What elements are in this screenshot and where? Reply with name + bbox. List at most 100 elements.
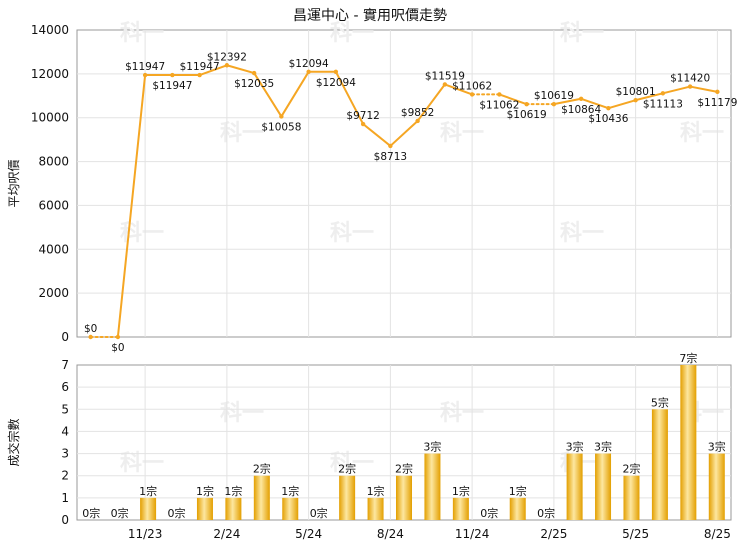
price-point xyxy=(578,96,584,101)
price-point xyxy=(551,101,557,107)
transaction-bar-label: 1宗 xyxy=(452,484,470,498)
price-point xyxy=(469,92,475,97)
transaction-bar-label: 0宗 xyxy=(168,506,186,520)
price-line-segment xyxy=(253,72,283,118)
price-y-tick-label: 6000 xyxy=(38,198,69,212)
price-data-label: $12094 xyxy=(289,58,329,70)
price-point xyxy=(524,101,529,107)
transaction-bar xyxy=(196,497,213,520)
transaction-bar xyxy=(140,497,157,520)
price-line-segment xyxy=(552,97,583,106)
transaction-bar-label: 0宗 xyxy=(82,506,100,520)
price-y-tick-label: 14000 xyxy=(31,23,69,37)
price-y-axis-label: 平均呎價 xyxy=(7,159,21,207)
transaction-bar xyxy=(651,409,668,520)
price-y-tick-label: 4000 xyxy=(38,242,69,256)
price-line-segment xyxy=(280,70,310,118)
price-plot-frame xyxy=(76,29,732,338)
price-data-label: $10864 xyxy=(561,104,601,116)
transaction-bar-label: 0宗 xyxy=(480,506,498,520)
transactions-y-tick-label: 1 xyxy=(61,491,69,505)
price-data-label: $9712 xyxy=(346,110,379,122)
price-point xyxy=(197,72,202,78)
watermark-text: 科一 xyxy=(330,21,374,46)
price-data-label: $10436 xyxy=(588,113,628,125)
price-data-label: $11947 xyxy=(125,61,165,73)
price-data-label: $11062 xyxy=(479,99,519,111)
transactions-panel: 科一科一科一科一科一科一0123456711/232/245/248/2411/… xyxy=(6,351,732,541)
transaction-bar xyxy=(708,453,725,520)
transaction-bar xyxy=(225,497,242,520)
transaction-bar xyxy=(396,475,412,520)
watermark-text: 科一 xyxy=(330,221,374,246)
transaction-bar-label: 0宗 xyxy=(111,506,129,520)
transaction-bar-label: 3宗 xyxy=(708,440,726,454)
transaction-bar xyxy=(623,475,640,520)
price-point xyxy=(415,118,420,124)
price-data-label: $8713 xyxy=(374,151,407,163)
price-point xyxy=(497,92,502,97)
price-data-label: $10619 xyxy=(534,90,574,102)
transaction-bar xyxy=(452,497,469,520)
watermark-text: 科一 xyxy=(680,121,724,146)
price-line-segment xyxy=(389,119,419,147)
price-data-label: $11420 xyxy=(670,73,710,85)
transactions-y-tick-label: 4 xyxy=(61,424,69,438)
price-line-segment xyxy=(334,70,365,126)
price-line-segment xyxy=(225,64,256,75)
price-line-segment xyxy=(607,99,637,110)
transaction-bar xyxy=(253,475,270,520)
x-tick-label: 5/25 xyxy=(622,527,649,541)
price-point xyxy=(115,334,121,340)
transactions-y-tick-label: 5 xyxy=(61,402,69,416)
watermark-text: 科一 xyxy=(120,21,164,46)
transaction-bar-label: 2宗 xyxy=(253,462,271,476)
price-y-tick-label: 2000 xyxy=(38,286,69,300)
watermark-text: 科一 xyxy=(440,401,484,426)
watermark-text: 科一 xyxy=(120,221,164,246)
watermark-text: 科一 xyxy=(560,21,604,46)
price-y-tick-label: 8000 xyxy=(38,155,69,169)
transaction-bar xyxy=(566,453,583,520)
price-data-label: $11947 xyxy=(180,61,220,73)
price-point xyxy=(279,114,284,119)
transaction-bar-label: 0宗 xyxy=(310,506,328,520)
price-data-label: $9852 xyxy=(401,107,434,119)
transaction-bar xyxy=(339,475,356,520)
price-data-label: $0 xyxy=(84,323,97,335)
x-tick-label: 8/25 xyxy=(704,527,731,541)
watermark-text: 科一 xyxy=(440,121,484,146)
price-data-label: $12035 xyxy=(234,78,274,90)
price-point xyxy=(388,143,393,149)
transaction-bar-label: 2宗 xyxy=(338,462,356,476)
price-line-segment xyxy=(634,92,664,102)
price-data-label: $11519 xyxy=(425,70,465,82)
transaction-bar-label: 2宗 xyxy=(395,462,413,476)
transaction-bar-label: 3宗 xyxy=(423,440,441,454)
transactions-y-axis-label: 成交宗數 xyxy=(6,418,21,466)
transaction-bar-label: 1宗 xyxy=(139,484,157,498)
price-point xyxy=(224,63,230,68)
price-line-segment xyxy=(198,64,228,77)
price-point xyxy=(306,69,311,74)
price-data-label: $11947 xyxy=(152,80,192,92)
price-point xyxy=(715,89,720,95)
price-data-label: $0 xyxy=(111,342,124,354)
watermark-text: 科一 xyxy=(120,451,164,476)
transaction-bar xyxy=(680,365,697,520)
transaction-bar xyxy=(282,497,299,520)
price-y-tick-label: 0 xyxy=(61,330,69,344)
price-point xyxy=(251,70,257,76)
transaction-bar-label: 1宗 xyxy=(196,484,214,498)
price-point xyxy=(660,91,666,96)
x-tick-label: 11/24 xyxy=(455,527,490,541)
price-data-label: $10801 xyxy=(616,86,656,98)
transaction-bar-label: 1宗 xyxy=(509,484,527,498)
price-y-tick-label: 10000 xyxy=(31,111,69,125)
price-point xyxy=(606,105,611,111)
x-tick-label: 2/24 xyxy=(213,527,240,541)
watermark-text: 科一 xyxy=(560,221,604,246)
